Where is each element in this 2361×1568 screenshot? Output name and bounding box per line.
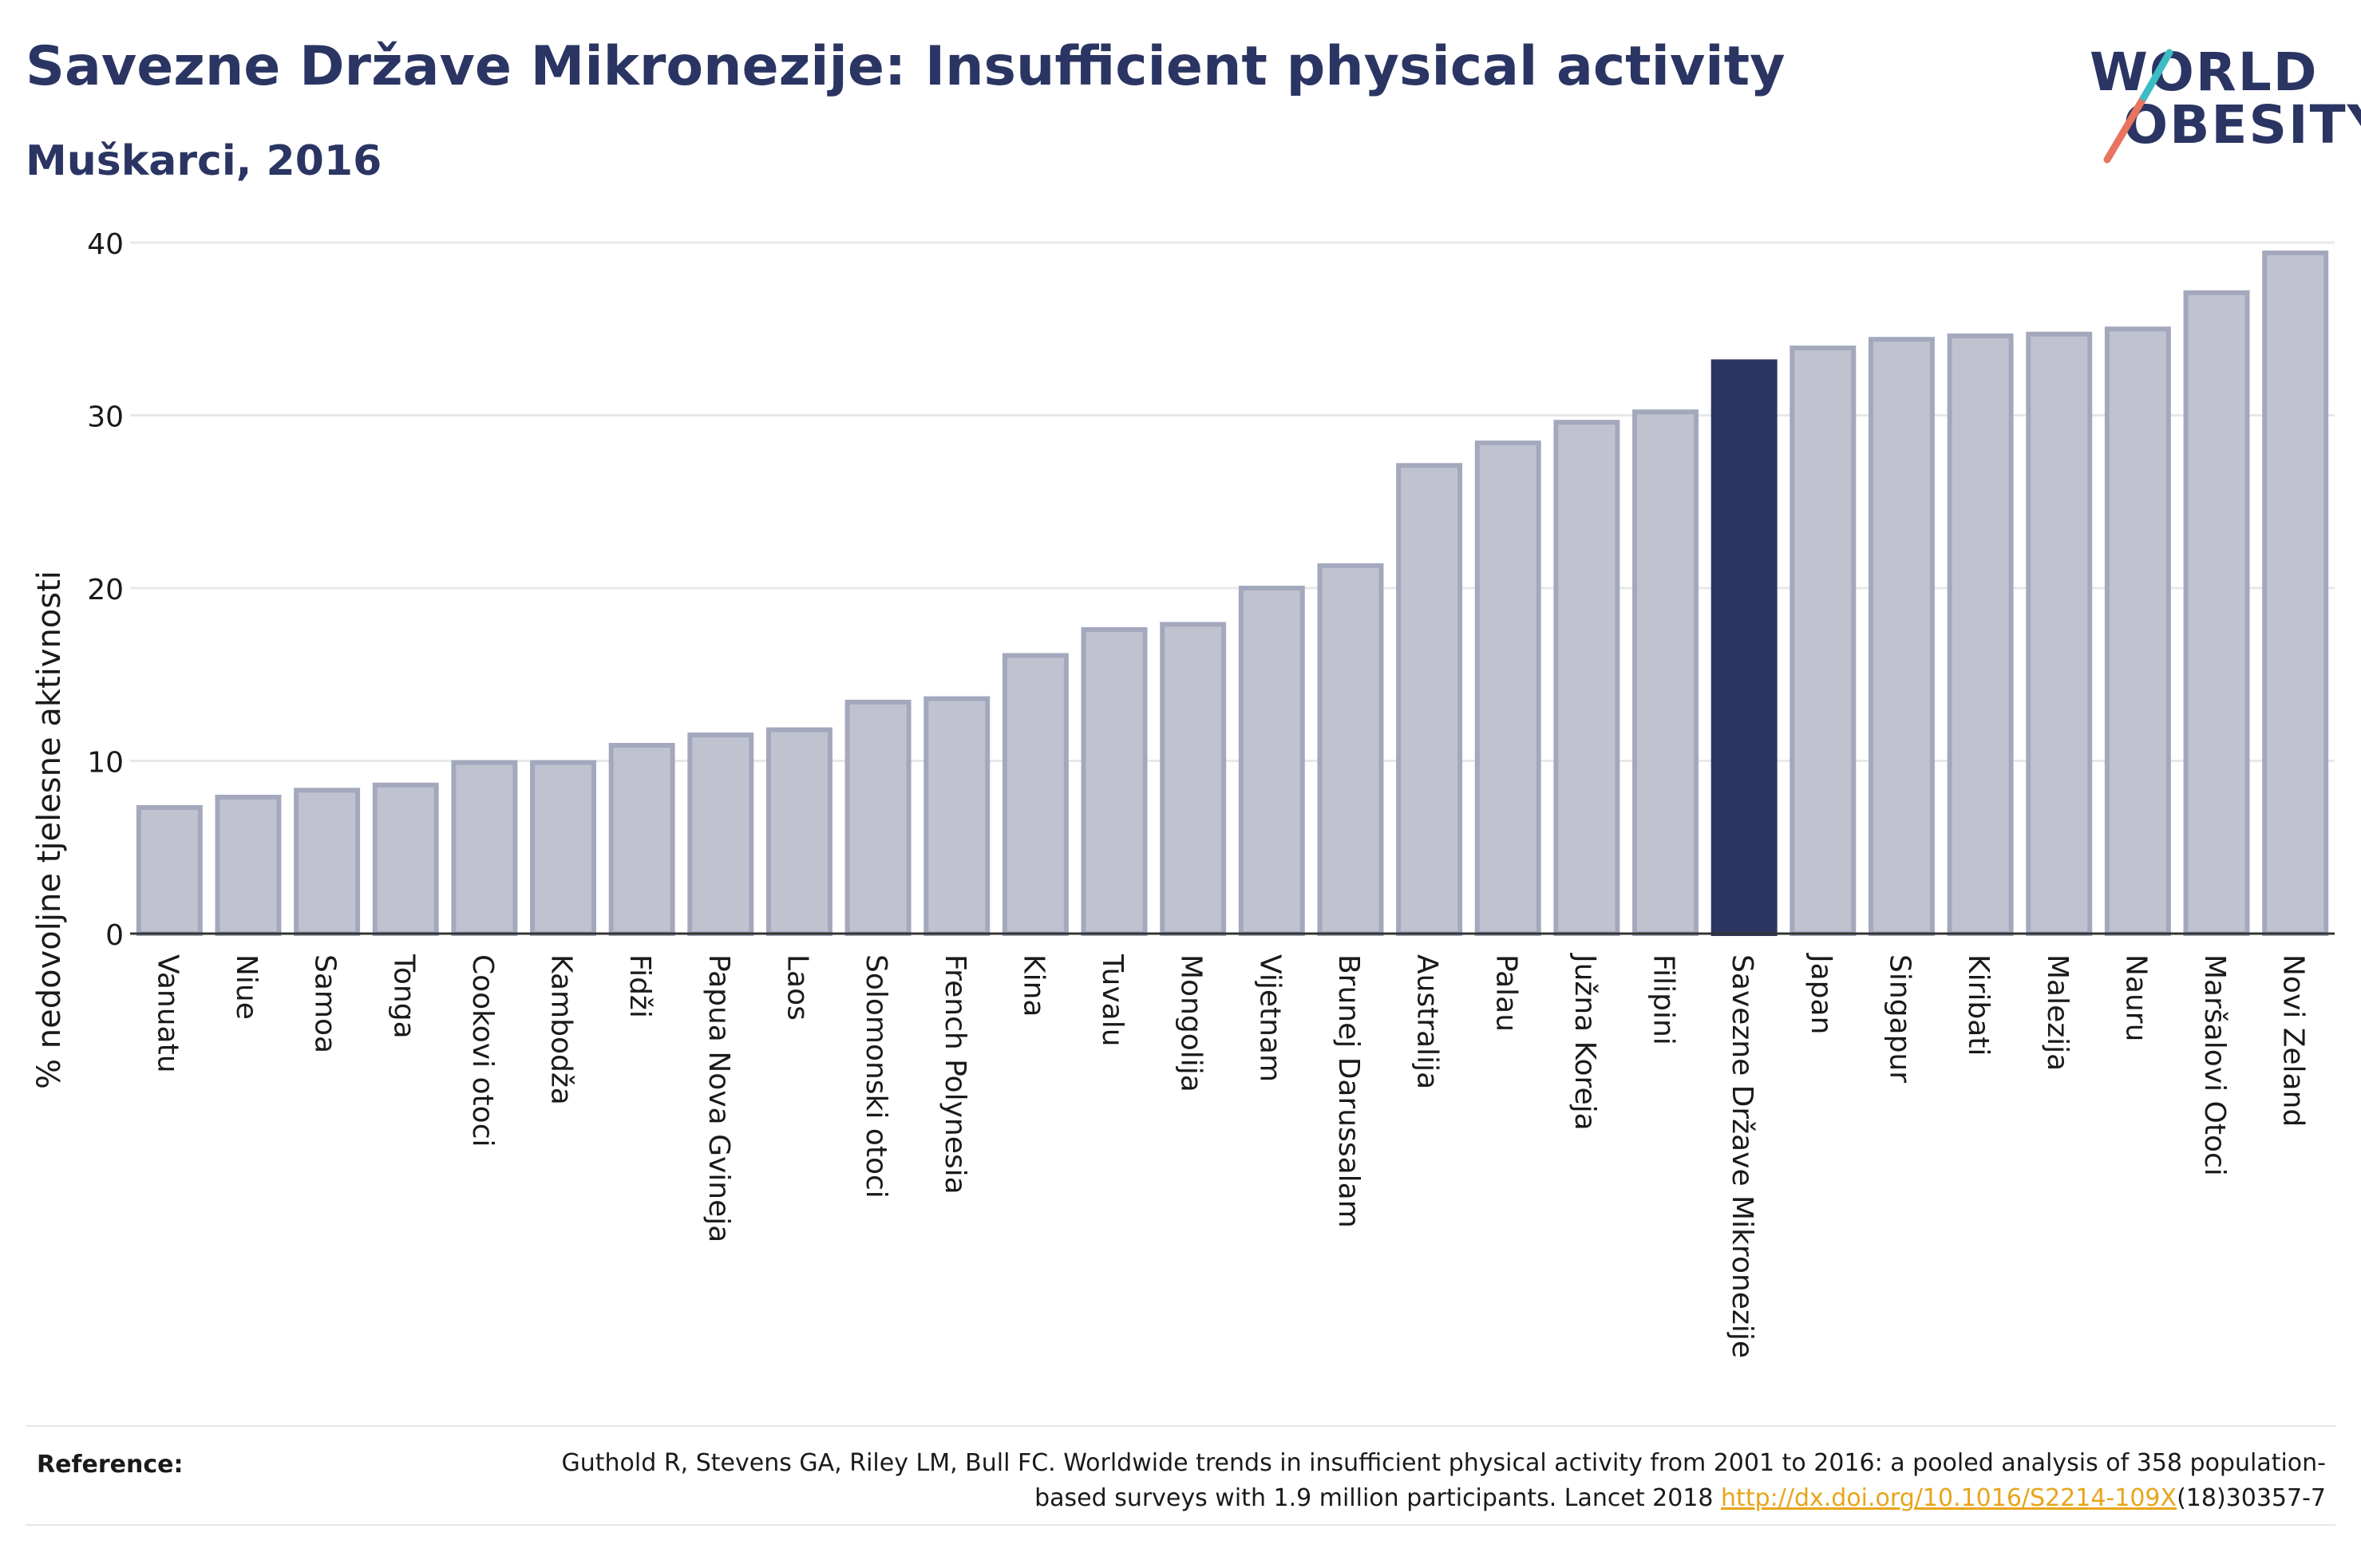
bar	[1553, 420, 1620, 937]
chart-title: Savezne Države Mikronezije: Insufficient…	[26, 35, 1786, 98]
x-tick-label: Kina	[1017, 954, 1050, 1017]
y-tick-label: 40	[87, 228, 124, 261]
y-tick-label: 30	[87, 401, 124, 434]
reference-link[interactable]: http://dx.doi.org/10.1016/S2214-109X	[1721, 1484, 2177, 1512]
reference-suffix: (18)30357-7	[2177, 1484, 2326, 1512]
x-tick-label: Papua Nova Gvineja	[702, 954, 735, 1242]
bar	[687, 733, 754, 937]
x-tick-label: Palau	[1489, 954, 1522, 1032]
x-tick-label: Tonga	[387, 954, 420, 1039]
x-tick-label: Cookovi otoci	[466, 954, 499, 1147]
bar	[2026, 331, 2093, 936]
x-tick-label: Niue	[230, 954, 263, 1020]
footer-divider-top	[26, 1425, 2335, 1427]
bar	[1317, 563, 1384, 936]
x-tick-label: Singapur	[1883, 954, 1916, 1083]
x-tick-label: Japan	[1805, 953, 1837, 1034]
logo-line-1: WORLD	[2090, 41, 2319, 103]
x-tick-label: Fidži	[623, 954, 656, 1018]
x-tick-label: Nauru	[2119, 954, 2152, 1041]
bar	[2262, 250, 2329, 937]
bar	[294, 788, 361, 936]
x-tick-label: French Polynesia	[939, 954, 971, 1195]
x-tick-label: Vijetnam	[1253, 954, 1286, 1082]
y-tick-label: 10	[87, 747, 124, 780]
chart-subtitle: Muškarci, 2016	[26, 137, 382, 185]
bar	[1632, 409, 1699, 937]
bar-chart: 0 10 20 30 40 Vanuatu Niue Samoa Tonga Cookovi ot…	[87, 228, 2335, 1358]
bar	[1396, 463, 1463, 937]
bar	[1081, 626, 1148, 937]
logo-line-2: OBESITY	[2123, 94, 2361, 156]
reference-citation: Guthold R, Stevens GA, Riley LM, Bull FC…	[561, 1449, 2326, 1512]
bar	[451, 760, 518, 936]
bar	[2183, 290, 2250, 937]
x-tick-label: Malezija	[2041, 954, 2074, 1071]
world-obesity-logo: WORLD OBESITY	[2075, 24, 2361, 168]
bar	[2104, 326, 2171, 936]
reference-label: Reference:	[37, 1451, 184, 1479]
bar	[215, 794, 282, 937]
x-tick-label: Tuvalu	[1096, 954, 1129, 1047]
bar	[136, 804, 203, 937]
reference-text: Guthold R, Stevens GA, Riley LM, Bull FC…	[490, 1446, 2326, 1516]
bar	[1238, 586, 1305, 936]
bar	[923, 696, 991, 936]
x-tick-label: Laos	[781, 954, 813, 1021]
bar	[1474, 440, 1541, 936]
x-tick-label: Filipini	[1647, 954, 1680, 1045]
bar	[608, 743, 675, 937]
x-tick-label: Kiribati	[1962, 954, 1995, 1056]
x-tick-label: Maršalovi Otoci	[2198, 954, 2231, 1176]
bar	[530, 760, 597, 936]
bar	[1947, 333, 2014, 937]
x-tick-label: Australija	[1411, 954, 1444, 1089]
bar	[372, 782, 439, 936]
logo-slash-icon	[2103, 49, 2173, 164]
x-tick-label: Mongolija	[1175, 954, 1208, 1092]
y-tick-label: 20	[87, 574, 124, 606]
x-tick-label: Vanuatu	[151, 954, 184, 1073]
bar	[1868, 337, 1935, 937]
x-tick-label: Savezne Države Mikronezije	[1726, 954, 1758, 1358]
bar	[844, 699, 912, 936]
x-tick-label: Južna Koreja	[1568, 953, 1601, 1131]
bar	[1790, 346, 1857, 936]
y-tick-label: 0	[105, 919, 124, 952]
x-tick-label: Novi Zeland	[2277, 954, 2310, 1127]
x-tick-label: Solomonski otoci	[860, 954, 892, 1199]
bar	[1160, 622, 1227, 937]
bar	[765, 727, 832, 937]
x-tick-label: Brunej Darussalam	[1332, 954, 1365, 1228]
x-tick-label: Samoa	[309, 954, 342, 1053]
bar	[1710, 359, 1778, 936]
footer-divider-bottom	[26, 1524, 2335, 1526]
bar	[1002, 653, 1069, 936]
x-tick-label: Kambodža	[545, 954, 578, 1105]
